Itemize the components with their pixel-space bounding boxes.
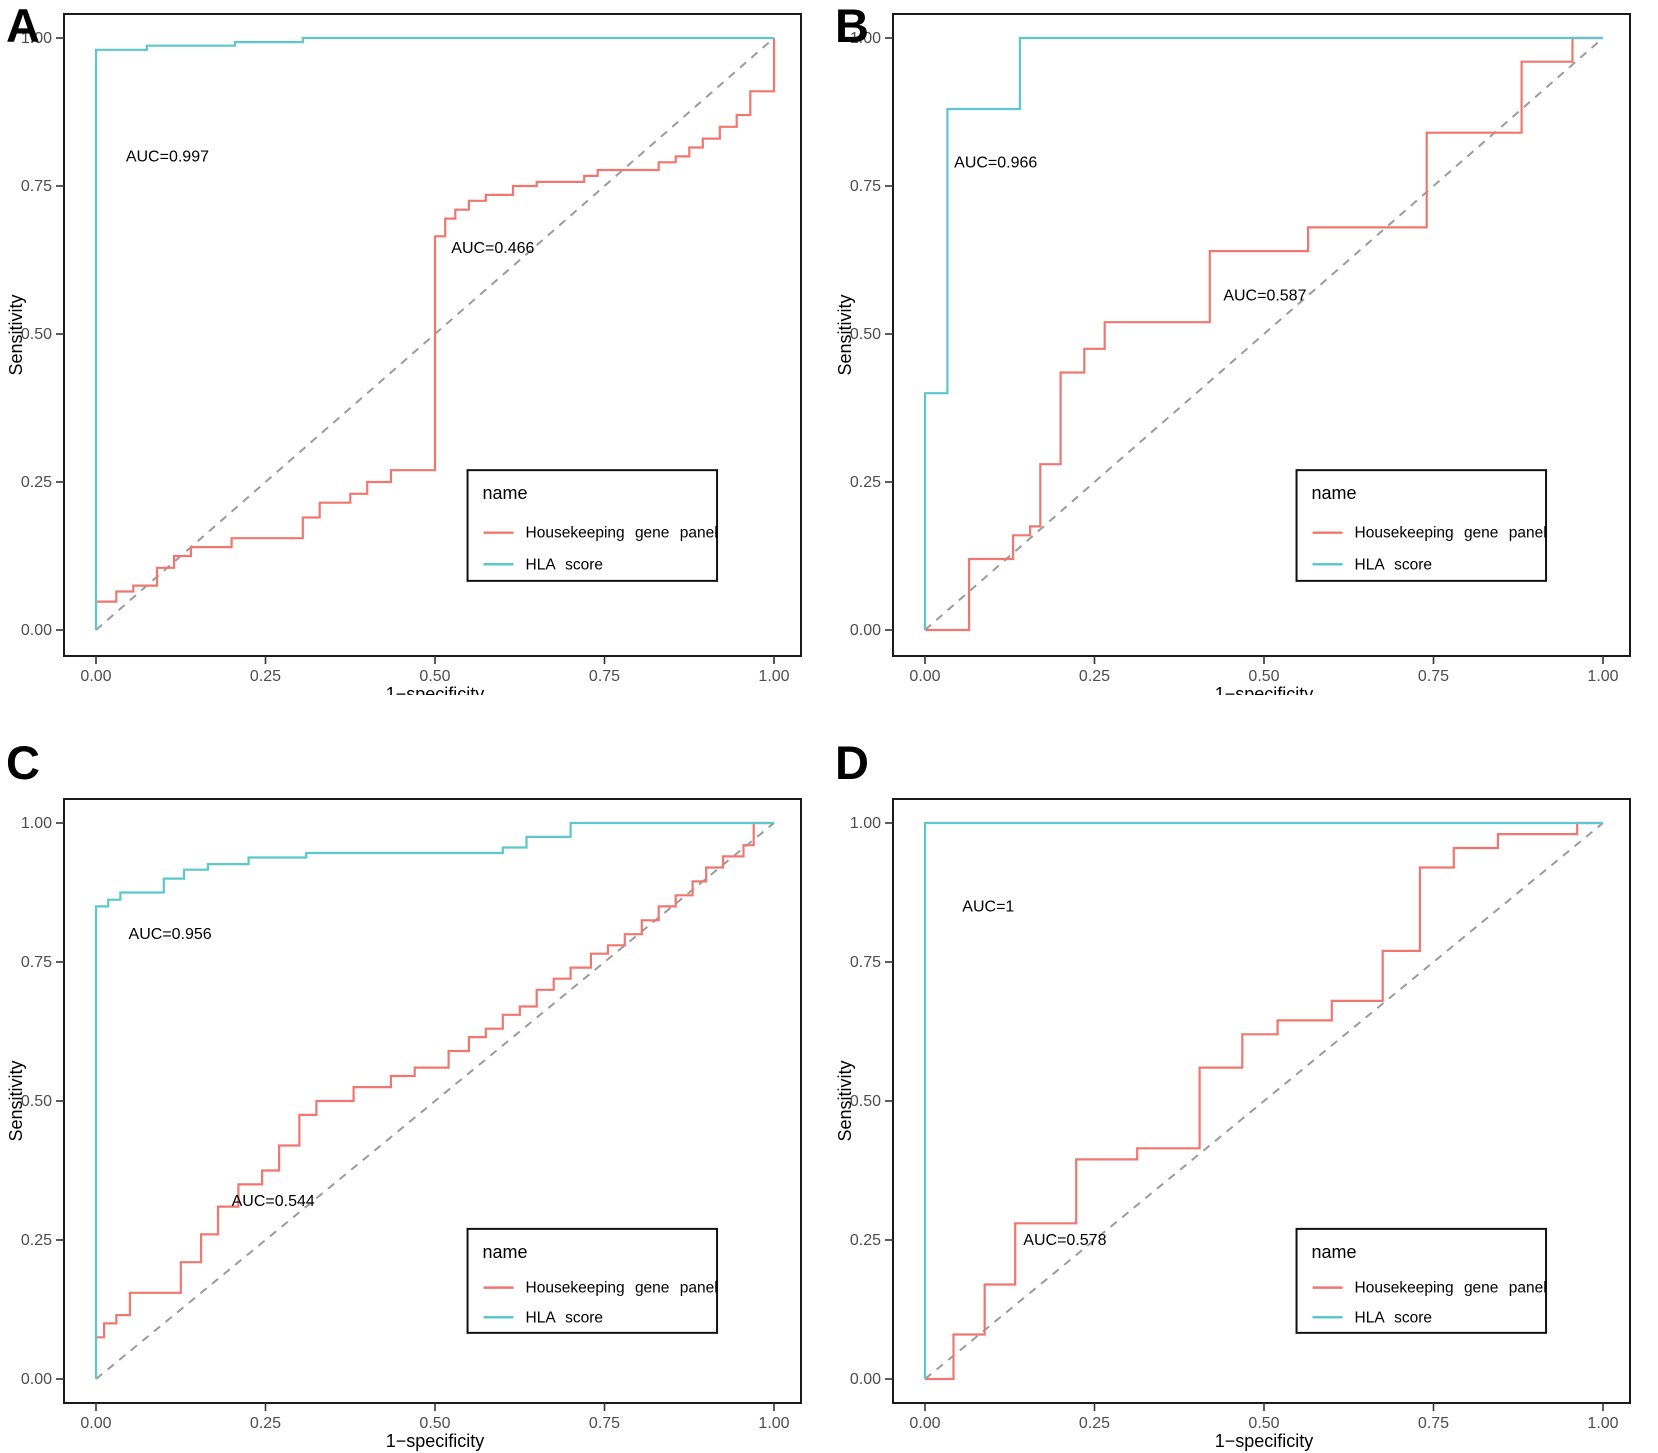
diagonal-reference-line: [95, 822, 775, 1380]
y-tick-label: 0.75: [850, 178, 881, 195]
x-tick-label: 1.00: [758, 668, 789, 685]
auc-annotation: AUC=0.544: [232, 1193, 315, 1210]
legend-label: HLA score: [526, 1309, 604, 1326]
roc-panel-c: 0.00 0.25 0.50 0.75 1.00 0.00 0.25 0.50 0.75 1.00…: [0, 695, 829, 1453]
roc-curve-housekeeping: [96, 38, 776, 603]
y-tick-label: 0.00: [21, 1371, 52, 1388]
y-tick-label: 0.00: [21, 622, 52, 639]
plot-border: [63, 13, 802, 657]
auc-annotation: AUC=0.997: [126, 148, 209, 165]
legend-label: HLA score: [526, 556, 604, 573]
y-tick-label: 0.50: [850, 326, 881, 343]
x-tick-label: 1.00: [1587, 1415, 1618, 1432]
x-tick-label: 1.00: [1587, 668, 1618, 685]
y-axis-title: Sensitivity: [835, 294, 855, 375]
panel-letter-c: C: [6, 736, 40, 789]
x-tick-label: 0.25: [1079, 1415, 1110, 1432]
x-tick-label: 0.00: [80, 1415, 111, 1432]
roc-curve-hla: [94, 36, 774, 630]
y-tick-label: 0.00: [850, 622, 881, 639]
y-tick-label: 0.00: [850, 1371, 881, 1388]
legend-label: HLA score: [1355, 1309, 1433, 1326]
roc-chart-d: 0.00 0.25 0.50 0.75 1.00 0.00 0.25 0.50 0.75 1.00…: [829, 695, 1658, 1453]
y-tick-label: 0.50: [21, 1093, 52, 1110]
panel-background: [829, 0, 1658, 695]
x-tick-label: 0.75: [1418, 1415, 1449, 1432]
x-tick-label: 0.25: [250, 668, 281, 685]
x-tick-label: 0.50: [1248, 1415, 1279, 1432]
diagonal-reference-line: [924, 822, 1604, 1380]
legend-title: name: [1312, 1242, 1357, 1262]
legend-title: name: [483, 483, 528, 503]
auc-annotation: AUC=0.956: [129, 926, 212, 943]
auc-annotation: AUC=0.466: [451, 240, 534, 257]
auc-annotation: AUC=0.578: [1023, 1232, 1106, 1249]
x-tick-label: 0.50: [419, 1415, 450, 1432]
roc-curve-housekeeping: [925, 821, 1603, 1381]
x-tick-label: 0.25: [1079, 668, 1110, 685]
y-tick-label: 1.00: [21, 30, 52, 47]
x-tick-label: 0.50: [419, 668, 450, 685]
roc-panel-b: 0.00 0.25 0.50 0.75 1.00 0.00 0.25 0.50 0.75 1.00…: [829, 0, 1658, 695]
legend-label: HLA score: [1355, 556, 1433, 573]
panel-letter-d: D: [835, 736, 869, 789]
x-tick-label: 0.00: [909, 1415, 940, 1432]
roc-chart-b: 0.00 0.25 0.50 0.75 1.00 0.00 0.25 0.50 0.75 1.00…: [829, 0, 1658, 695]
x-tick-label: 0.00: [909, 668, 940, 685]
y-tick-label: 0.50: [21, 326, 52, 343]
legend-box: [466, 1227, 719, 1334]
x-tick-label: 1.00: [758, 1415, 789, 1432]
roc-chart-c: 0.00 0.25 0.50 0.75 1.00 0.00 0.25 0.50 0.75 1.00…: [0, 695, 829, 1453]
y-tick-label: 1.00: [850, 815, 881, 832]
auc-annotation: AUC=1: [962, 898, 1014, 915]
roc-curve-hla: [923, 821, 1603, 1379]
y-tick-label: 0.75: [21, 954, 52, 971]
legend-label: Housekeeping gene panel: [526, 1280, 718, 1297]
legend-label: Housekeeping gene panel: [1355, 525, 1547, 542]
x-axis-title: 1−specificity: [1215, 1431, 1314, 1451]
y-axis-title: Sensitivity: [6, 1060, 26, 1141]
x-tick-label: 0.25: [250, 1415, 281, 1432]
roc-panel-d: 0.00 0.25 0.50 0.75 1.00 0.00 0.25 0.50 0.75 1.00…: [829, 695, 1658, 1453]
roc-curve-housekeeping: [925, 36, 1603, 632]
y-axis-title: Sensitivity: [6, 294, 26, 375]
roc-chart-a: 0.00 0.25 0.50 0.75 1.00 0.00 0.25 0.50 0.75 1.00…: [0, 0, 829, 695]
auc-annotation: AUC=0.966: [954, 154, 1037, 171]
roc-panel-a: 0.00 0.25 0.50 0.75 1.00 0.00 0.25 0.50 0.75 1.00…: [0, 0, 829, 695]
x-axis-title: 1−specificity: [1215, 684, 1314, 695]
legend-title: name: [483, 1242, 528, 1262]
y-tick-label: 0.25: [850, 474, 881, 491]
x-tick-label: 0.75: [589, 668, 620, 685]
x-tick-label: 0.75: [589, 1415, 620, 1432]
y-tick-label: 0.75: [21, 178, 52, 195]
x-tick-label: 0.50: [1248, 668, 1279, 685]
x-axis-title: 1−specificity: [386, 684, 485, 695]
x-tick-label: 0.75: [1418, 668, 1449, 685]
plot-border: [892, 13, 1631, 657]
panel-letter-b: B: [835, 0, 869, 52]
legend-box: [1295, 1227, 1548, 1334]
roc-curve-housekeeping: [96, 821, 774, 1339]
auc-annotation: AUC=0.587: [1223, 288, 1306, 305]
legend-label: Housekeeping gene panel: [526, 525, 718, 542]
y-axis-title: Sensitivity: [835, 1060, 855, 1141]
y-tick-label: 0.50: [850, 1093, 881, 1110]
roc-curve-hla: [94, 821, 774, 1379]
y-tick-label: 0.75: [850, 954, 881, 971]
legend-box: [1295, 469, 1548, 582]
legend-label: Housekeeping gene panel: [1355, 1280, 1547, 1297]
x-axis-title: 1−specificity: [386, 1431, 485, 1451]
y-tick-label: 0.25: [21, 474, 52, 491]
y-tick-label: 0.25: [850, 1232, 881, 1249]
legend-box: [466, 469, 719, 582]
legend-title: name: [1312, 483, 1357, 503]
x-tick-label: 0.00: [80, 668, 111, 685]
y-tick-label: 1.00: [850, 30, 881, 47]
roc-curve-hla: [923, 36, 1603, 630]
diagonal-reference-line: [924, 37, 1604, 631]
y-tick-label: 0.25: [21, 1232, 52, 1249]
panel-letter-a: A: [6, 0, 40, 52]
y-tick-label: 1.00: [21, 815, 52, 832]
